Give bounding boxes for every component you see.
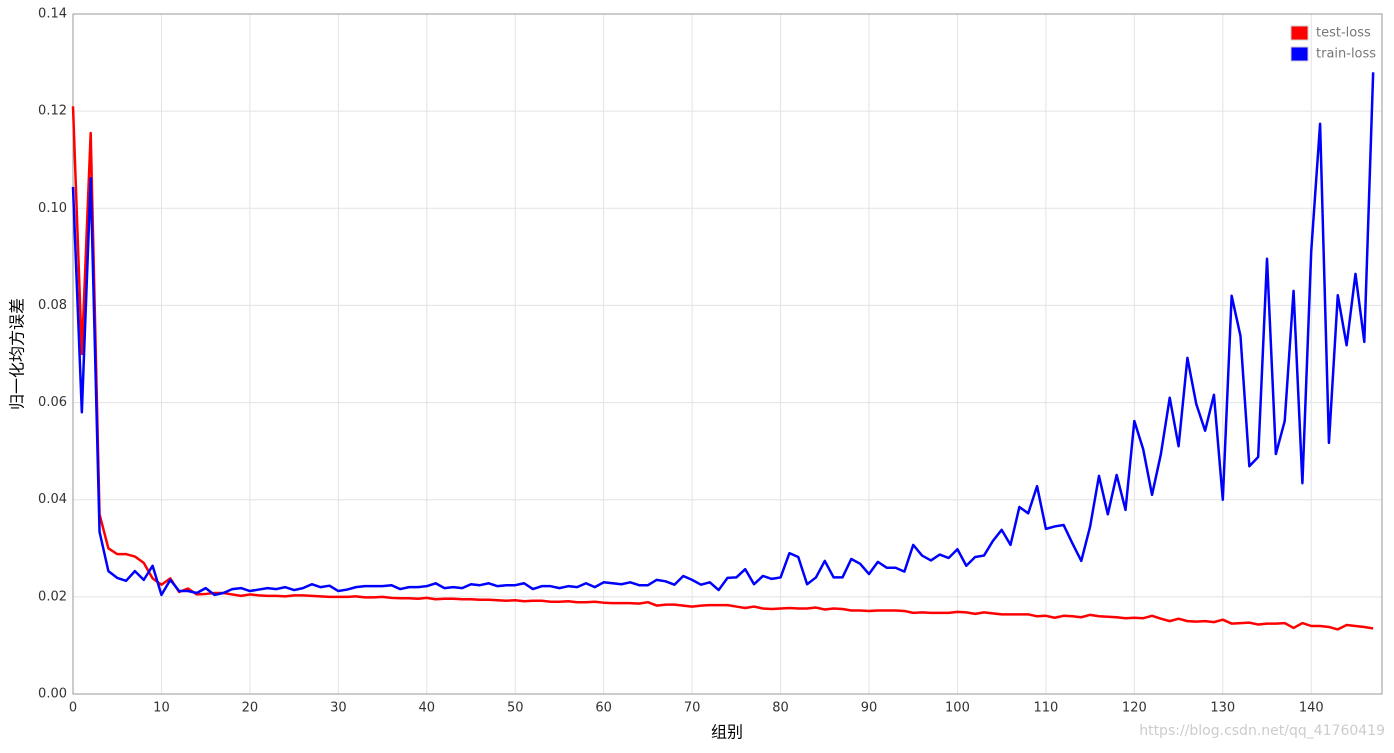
x-tick-label: 80 — [772, 701, 789, 716]
x-axis-label: 组别 — [711, 723, 743, 742]
watermark: https://blog.csdn.net/qq_41760419 — [1139, 723, 1385, 739]
y-tick-label: 0.12 — [38, 104, 67, 119]
x-tick-label: 130 — [1210, 701, 1235, 716]
x-tick-label: 140 — [1299, 701, 1324, 716]
y-tick-label: 0.02 — [38, 589, 67, 604]
x-tick-label: 20 — [242, 701, 259, 716]
y-tick-label: 0.04 — [38, 492, 67, 507]
x-tick-label: 40 — [419, 701, 436, 716]
legend-swatch — [1290, 25, 1309, 41]
x-tick-label: 0 — [69, 701, 77, 716]
x-tick-label: 60 — [595, 701, 612, 716]
y-tick-label: 0.06 — [38, 395, 67, 410]
legend-swatch — [1290, 46, 1309, 62]
x-tick-label: 10 — [153, 701, 170, 716]
line-series — [71, 106, 1374, 631]
y-tick-label: 0.00 — [38, 687, 67, 702]
x-tick-label: 30 — [330, 701, 347, 716]
y-tick-label: 0.08 — [38, 298, 67, 313]
y-tick-label: 0.10 — [38, 201, 67, 216]
x-tick-label: 100 — [945, 701, 970, 716]
x-tick-label: 110 — [1033, 701, 1058, 716]
x-tick-label: 50 — [507, 701, 524, 716]
y-tick-label: 0.14 — [38, 7, 67, 22]
legend-label: train-loss — [1316, 47, 1376, 62]
y-axis-label: 归一化均方误差 — [8, 298, 27, 410]
legend-label: test-loss — [1316, 26, 1371, 41]
plot-frame — [72, 13, 1383, 695]
line-series — [71, 72, 1375, 597]
x-tick-label: 90 — [861, 701, 878, 716]
x-tick-label: 120 — [1122, 701, 1147, 716]
x-tick-label: 70 — [684, 701, 701, 716]
